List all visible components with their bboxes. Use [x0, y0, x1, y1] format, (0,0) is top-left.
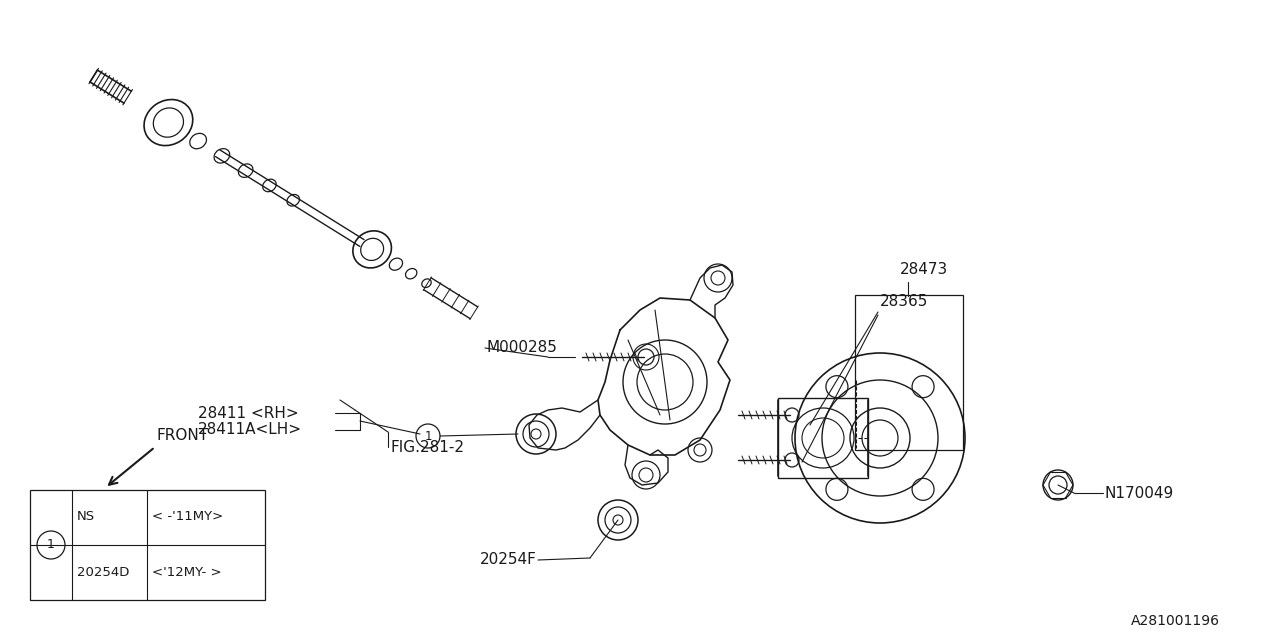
- Text: 1: 1: [47, 538, 55, 552]
- Text: 28411 <RH>: 28411 <RH>: [198, 406, 298, 420]
- Text: NS: NS: [77, 511, 95, 524]
- Text: 1: 1: [424, 429, 431, 442]
- Bar: [778, 398, 868, 478]
- Text: FIG.281-2: FIG.281-2: [390, 440, 465, 456]
- Text: FRONT: FRONT: [157, 428, 209, 443]
- Text: 28365: 28365: [881, 294, 928, 310]
- Text: 28411A<LH>: 28411A<LH>: [198, 422, 302, 438]
- Text: <'12MY- >: <'12MY- >: [152, 566, 221, 579]
- Text: 20254F: 20254F: [480, 552, 538, 568]
- Text: A281001196: A281001196: [1132, 614, 1220, 628]
- Text: 28473: 28473: [900, 262, 948, 278]
- Text: N170049: N170049: [1103, 486, 1174, 500]
- Bar: [855, 295, 963, 450]
- Text: M000285: M000285: [486, 339, 557, 355]
- Text: < -'11MY>: < -'11MY>: [152, 511, 223, 524]
- Bar: [29, 490, 265, 600]
- Text: 20254D: 20254D: [77, 566, 129, 579]
